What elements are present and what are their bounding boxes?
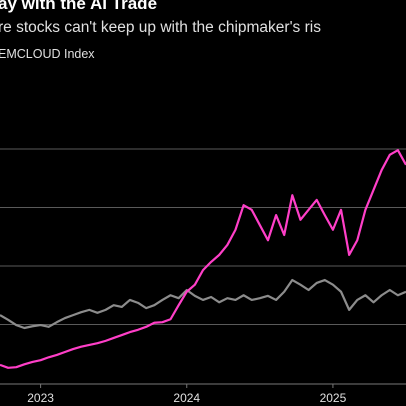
x-tick-label: 2023 xyxy=(27,391,54,405)
series-line xyxy=(0,149,406,369)
chart-title: ay with the AI Trade xyxy=(0,0,157,13)
chart-subtitle: re stocks can't keep up with the chipmak… xyxy=(0,19,321,36)
series-line xyxy=(0,278,406,330)
x-tick-label: 2024 xyxy=(173,391,200,405)
x-tick-label: 2025 xyxy=(320,391,347,405)
legend-label: EMCLOUD Index xyxy=(0,47,95,61)
